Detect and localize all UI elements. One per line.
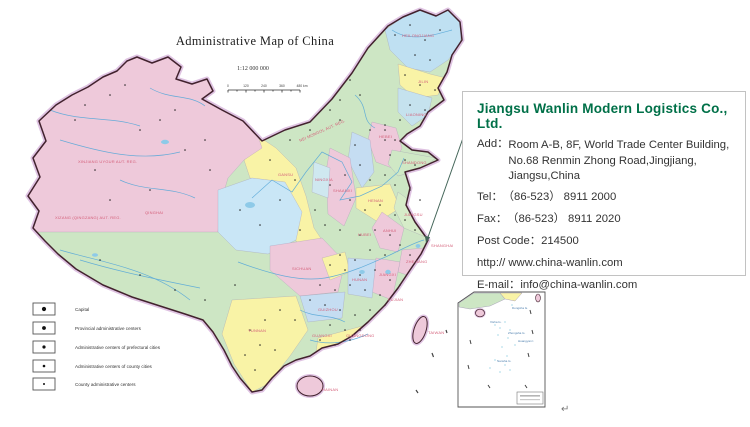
map-title: Administrative Map of China xyxy=(176,34,334,48)
address-lines: Room A-B, 8F, World Trade Center Buildin… xyxy=(508,138,729,185)
taiwan-island xyxy=(410,314,430,346)
province-label: XIZANG (QINGZANG) AUT. REG. xyxy=(55,215,121,220)
address-row: Add： Room A-B, 8F, World Trade Center Bu… xyxy=(477,138,737,185)
inset-label: Zhongsha Is. xyxy=(508,331,526,335)
map-legend: Capital Provincial administrative center… xyxy=(32,302,161,391)
province-label: HENAN xyxy=(368,198,383,203)
province-label: HUBEI xyxy=(358,232,371,237)
postcode-value: 214500 xyxy=(541,234,579,247)
fax-label: Fax： xyxy=(477,212,508,225)
province-label: HEBEI xyxy=(379,134,392,139)
province-label: HUNAN xyxy=(352,277,367,282)
offshore-islets xyxy=(415,329,448,394)
tel-row: Tel： （86-523） 8911 2000 xyxy=(477,191,737,204)
province-label: ANHUI xyxy=(383,228,396,233)
map-scale-text: 1:12 000 000 xyxy=(237,66,269,72)
inset-label: Nansha Is. xyxy=(497,359,512,363)
postcode-row: Post Code： 214500 xyxy=(477,235,737,248)
company-name: Jiangsu Wanlin Modern Logistics Co., Ltd… xyxy=(477,101,728,131)
fax-value: （86-523） 8911 2020 xyxy=(507,212,621,225)
province-label: GUANGDONG xyxy=(346,333,374,338)
south-china-sea-inset: Dongsha Is. Xisha Is. Zhongsha Is. Huang… xyxy=(457,291,546,408)
legend-label: Administrative centers of prefectural ci… xyxy=(75,345,161,350)
tel-label: Tel： xyxy=(477,190,503,203)
address-label: Add： xyxy=(477,138,509,150)
address-line: Jiangsu,China xyxy=(508,170,580,182)
legend-label: County administrative centers xyxy=(75,382,136,387)
province-label: GUIZHOU xyxy=(318,307,338,312)
website-row: http:// www.china-wanlin.com xyxy=(477,257,737,270)
inset-islet-dashes xyxy=(467,309,534,389)
province-label: FUJIAN xyxy=(388,297,403,302)
fax-row: Fax： （86-523） 8911 2020 xyxy=(477,213,737,226)
province-label: XINJIANG UYGUR AUT. REG. xyxy=(78,159,137,164)
scale-bar-label: 0 xyxy=(227,84,229,88)
hainan-island xyxy=(295,374,325,398)
province-label: YUNNAN xyxy=(248,328,266,333)
scale-bar: 0 120 240 360 480 km xyxy=(227,84,308,93)
legend-label: Provincial administrative centers xyxy=(75,326,142,331)
address-line: No.68 Renmin Zhong Road,Jingjiang, xyxy=(508,154,697,167)
province-label: LIAONING xyxy=(406,112,427,117)
rivers-layer xyxy=(49,29,453,344)
scale-bar-label: 360 xyxy=(279,84,285,88)
province-label: GUANGXI xyxy=(312,333,332,338)
province-label: SHANGHAI xyxy=(431,243,454,248)
province-label: JILIN xyxy=(418,79,428,84)
return-arrow-icon: ↵ xyxy=(561,404,569,415)
province-label: SHAANXI xyxy=(333,188,352,193)
inset-label: Huangyan I. xyxy=(518,339,534,343)
legend-label: Administrative centers of county cities xyxy=(75,364,153,369)
email-link[interactable]: info@china-wanlin.com xyxy=(520,278,638,291)
inset-label: Dongsha Is. xyxy=(512,306,528,310)
province-label: JIANGSU xyxy=(404,212,423,217)
address-line: Room A-B, 8F, World Trade Center Buildin… xyxy=(508,139,730,151)
province-label: QINGHAI xyxy=(145,210,163,215)
legend-item-county-centers: County administrative centers xyxy=(32,377,136,391)
province-label: TAIWAN xyxy=(428,330,444,335)
legend-item-provincial-centers: Provincial administrative centers xyxy=(32,321,142,335)
province-label: NINGXIA xyxy=(315,177,333,182)
legend-item-capital: Capital xyxy=(32,302,89,316)
email-label: E-mail： xyxy=(477,278,521,291)
inset-scale-box xyxy=(516,391,544,405)
legend-item-prefectural-centers: Administrative centers of prefectural ci… xyxy=(32,340,161,354)
leader-arrow xyxy=(424,137,464,243)
legend-item-county-city-centers: Administrative centers of county cities xyxy=(32,359,153,373)
province-label: HAINAN xyxy=(322,387,338,392)
province-label: SICHUAN xyxy=(292,266,311,271)
province-label: ZHEJIANG xyxy=(406,259,427,264)
province-label: GANSU xyxy=(278,172,293,177)
scale-bar-label: 480 km xyxy=(296,84,307,88)
legend-label: Capital xyxy=(75,307,89,312)
scale-bar-label: 240 xyxy=(261,84,267,88)
email-row: E-mail： info@china-wanlin.com xyxy=(477,279,737,292)
contact-card: Jiangsu Wanlin Modern Logistics Co., Ltd… xyxy=(462,91,746,291)
province-label: SHANDONG xyxy=(402,160,427,165)
lakes-layer xyxy=(92,139,421,275)
inset-label: Xisha Is. xyxy=(490,320,502,324)
province-label: JIANGXI xyxy=(379,272,396,277)
inset-island-dots xyxy=(489,304,516,373)
tel-value: （86-523） 8911 2000 xyxy=(502,190,617,203)
website-link[interactable]: http:// www.china-wanlin.com xyxy=(477,256,623,269)
scale-bar-label: 120 xyxy=(243,84,249,88)
postcode-label: Post Code： xyxy=(477,234,542,247)
province-label: HEILONGJIANG xyxy=(402,33,434,38)
